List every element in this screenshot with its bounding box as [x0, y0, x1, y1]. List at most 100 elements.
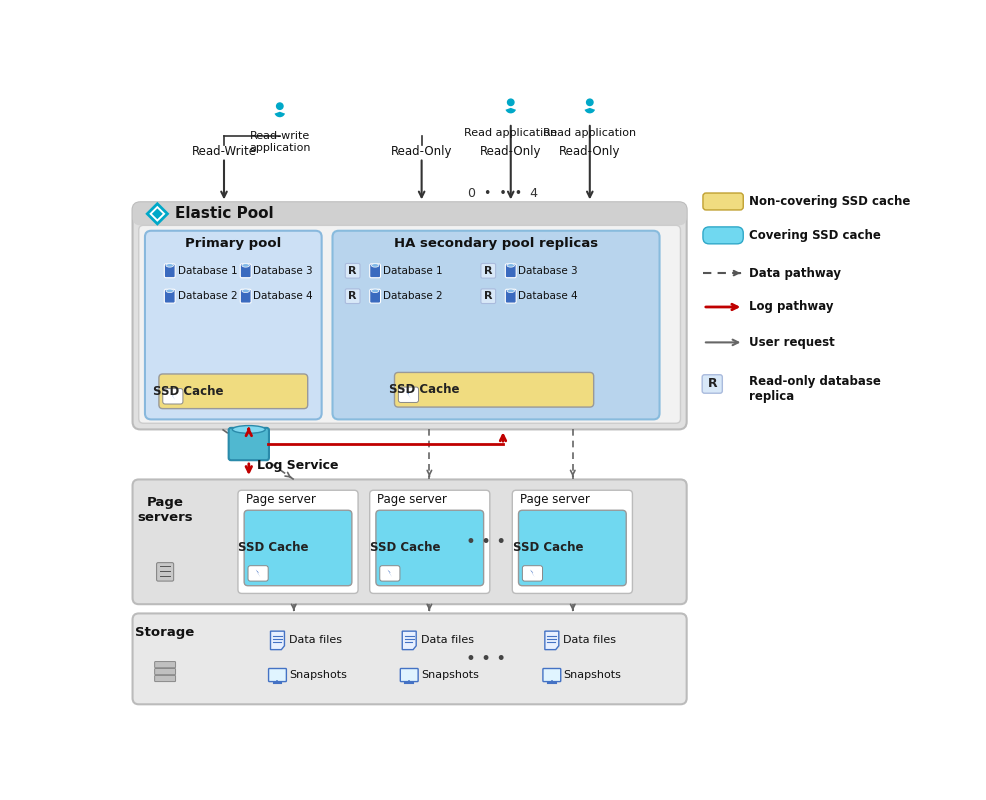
Ellipse shape: [507, 264, 515, 267]
Polygon shape: [152, 209, 163, 219]
Text: Read-Only: Read-Only: [390, 145, 453, 158]
Ellipse shape: [372, 264, 379, 267]
FancyBboxPatch shape: [163, 389, 183, 404]
Text: Read-only database
replica: Read-only database replica: [749, 375, 881, 403]
Polygon shape: [147, 204, 168, 224]
Ellipse shape: [372, 289, 379, 293]
Text: Database 1: Database 1: [177, 266, 237, 276]
FancyBboxPatch shape: [519, 510, 626, 586]
Text: • • •: • • •: [466, 650, 506, 668]
Text: R: R: [484, 291, 493, 301]
Text: Read-Write: Read-Write: [191, 145, 256, 158]
Text: Log Service: Log Service: [256, 459, 338, 472]
FancyBboxPatch shape: [132, 614, 686, 704]
Text: R: R: [484, 266, 493, 276]
FancyBboxPatch shape: [702, 374, 723, 394]
Text: R: R: [348, 266, 357, 276]
Ellipse shape: [166, 289, 174, 293]
Text: Database 3: Database 3: [253, 266, 314, 276]
Text: Database 2: Database 2: [177, 291, 237, 301]
FancyBboxPatch shape: [165, 264, 176, 278]
Text: Page server: Page server: [520, 493, 590, 506]
Text: Read-Only: Read-Only: [559, 145, 620, 158]
FancyBboxPatch shape: [505, 264, 517, 278]
FancyBboxPatch shape: [376, 510, 483, 586]
FancyBboxPatch shape: [703, 227, 743, 244]
Text: Read-Only: Read-Only: [480, 145, 541, 158]
FancyBboxPatch shape: [248, 566, 268, 581]
Text: SSD Cache: SSD Cache: [239, 542, 309, 554]
FancyBboxPatch shape: [543, 669, 561, 682]
Text: Snapshots: Snapshots: [421, 670, 479, 680]
Text: Read application: Read application: [464, 127, 557, 138]
Text: SSD Cache: SSD Cache: [153, 385, 224, 398]
FancyBboxPatch shape: [157, 562, 174, 581]
Wedge shape: [585, 108, 595, 114]
Text: Read-write
application: Read-write application: [249, 131, 311, 153]
FancyBboxPatch shape: [155, 675, 176, 682]
Ellipse shape: [233, 426, 265, 434]
FancyBboxPatch shape: [370, 290, 381, 303]
Text: Elastic Pool: Elastic Pool: [176, 206, 274, 222]
FancyBboxPatch shape: [481, 263, 496, 278]
Polygon shape: [530, 570, 534, 578]
Text: Page
servers: Page servers: [137, 496, 193, 525]
Polygon shape: [545, 631, 559, 650]
Text: SSD Cache: SSD Cache: [513, 542, 583, 554]
FancyBboxPatch shape: [241, 264, 251, 278]
Text: SSD Cache: SSD Cache: [388, 383, 459, 396]
FancyBboxPatch shape: [513, 490, 632, 594]
Text: Non-covering SSD cache: Non-covering SSD cache: [749, 195, 911, 208]
Text: Data files: Data files: [563, 635, 616, 646]
FancyBboxPatch shape: [229, 428, 269, 460]
Text: Snapshots: Snapshots: [563, 670, 621, 680]
Text: Page server: Page server: [246, 493, 316, 506]
Text: Database 3: Database 3: [519, 266, 578, 276]
FancyBboxPatch shape: [370, 490, 490, 594]
Text: User request: User request: [749, 336, 835, 349]
Polygon shape: [402, 631, 416, 650]
Polygon shape: [255, 570, 260, 578]
FancyBboxPatch shape: [505, 290, 517, 303]
Text: Snapshots: Snapshots: [289, 670, 347, 680]
Circle shape: [277, 103, 283, 110]
Text: • • •: • • •: [466, 533, 506, 551]
Text: 0  •  •  •  4: 0 • • • 4: [468, 186, 538, 199]
FancyBboxPatch shape: [523, 566, 542, 581]
Text: Storage: Storage: [135, 626, 194, 638]
Text: Data files: Data files: [289, 635, 342, 646]
Wedge shape: [506, 108, 516, 114]
Text: Database 1: Database 1: [383, 266, 443, 276]
FancyBboxPatch shape: [398, 387, 418, 402]
Wedge shape: [274, 112, 285, 118]
Polygon shape: [171, 393, 176, 400]
FancyBboxPatch shape: [132, 202, 686, 430]
FancyBboxPatch shape: [332, 230, 660, 419]
FancyBboxPatch shape: [245, 510, 352, 586]
Text: R: R: [707, 378, 717, 390]
Text: Data files: Data files: [421, 635, 474, 646]
Ellipse shape: [507, 289, 515, 293]
Ellipse shape: [166, 264, 174, 267]
FancyBboxPatch shape: [343, 242, 649, 409]
FancyBboxPatch shape: [268, 669, 286, 682]
FancyBboxPatch shape: [132, 202, 686, 226]
Text: Database 4: Database 4: [253, 291, 314, 301]
Text: Read application: Read application: [543, 127, 636, 138]
Text: Database 4: Database 4: [519, 291, 578, 301]
FancyBboxPatch shape: [380, 566, 400, 581]
Text: Database 2: Database 2: [383, 291, 443, 301]
FancyBboxPatch shape: [339, 238, 653, 413]
FancyBboxPatch shape: [132, 479, 686, 604]
FancyBboxPatch shape: [155, 669, 176, 674]
Ellipse shape: [242, 264, 249, 267]
Polygon shape: [406, 391, 411, 398]
FancyBboxPatch shape: [703, 193, 743, 210]
FancyBboxPatch shape: [400, 669, 418, 682]
Text: Covering SSD cache: Covering SSD cache: [749, 229, 881, 242]
FancyBboxPatch shape: [165, 290, 176, 303]
Circle shape: [587, 99, 593, 106]
FancyBboxPatch shape: [241, 290, 251, 303]
FancyBboxPatch shape: [159, 374, 308, 409]
Text: SSD Cache: SSD Cache: [370, 542, 441, 554]
